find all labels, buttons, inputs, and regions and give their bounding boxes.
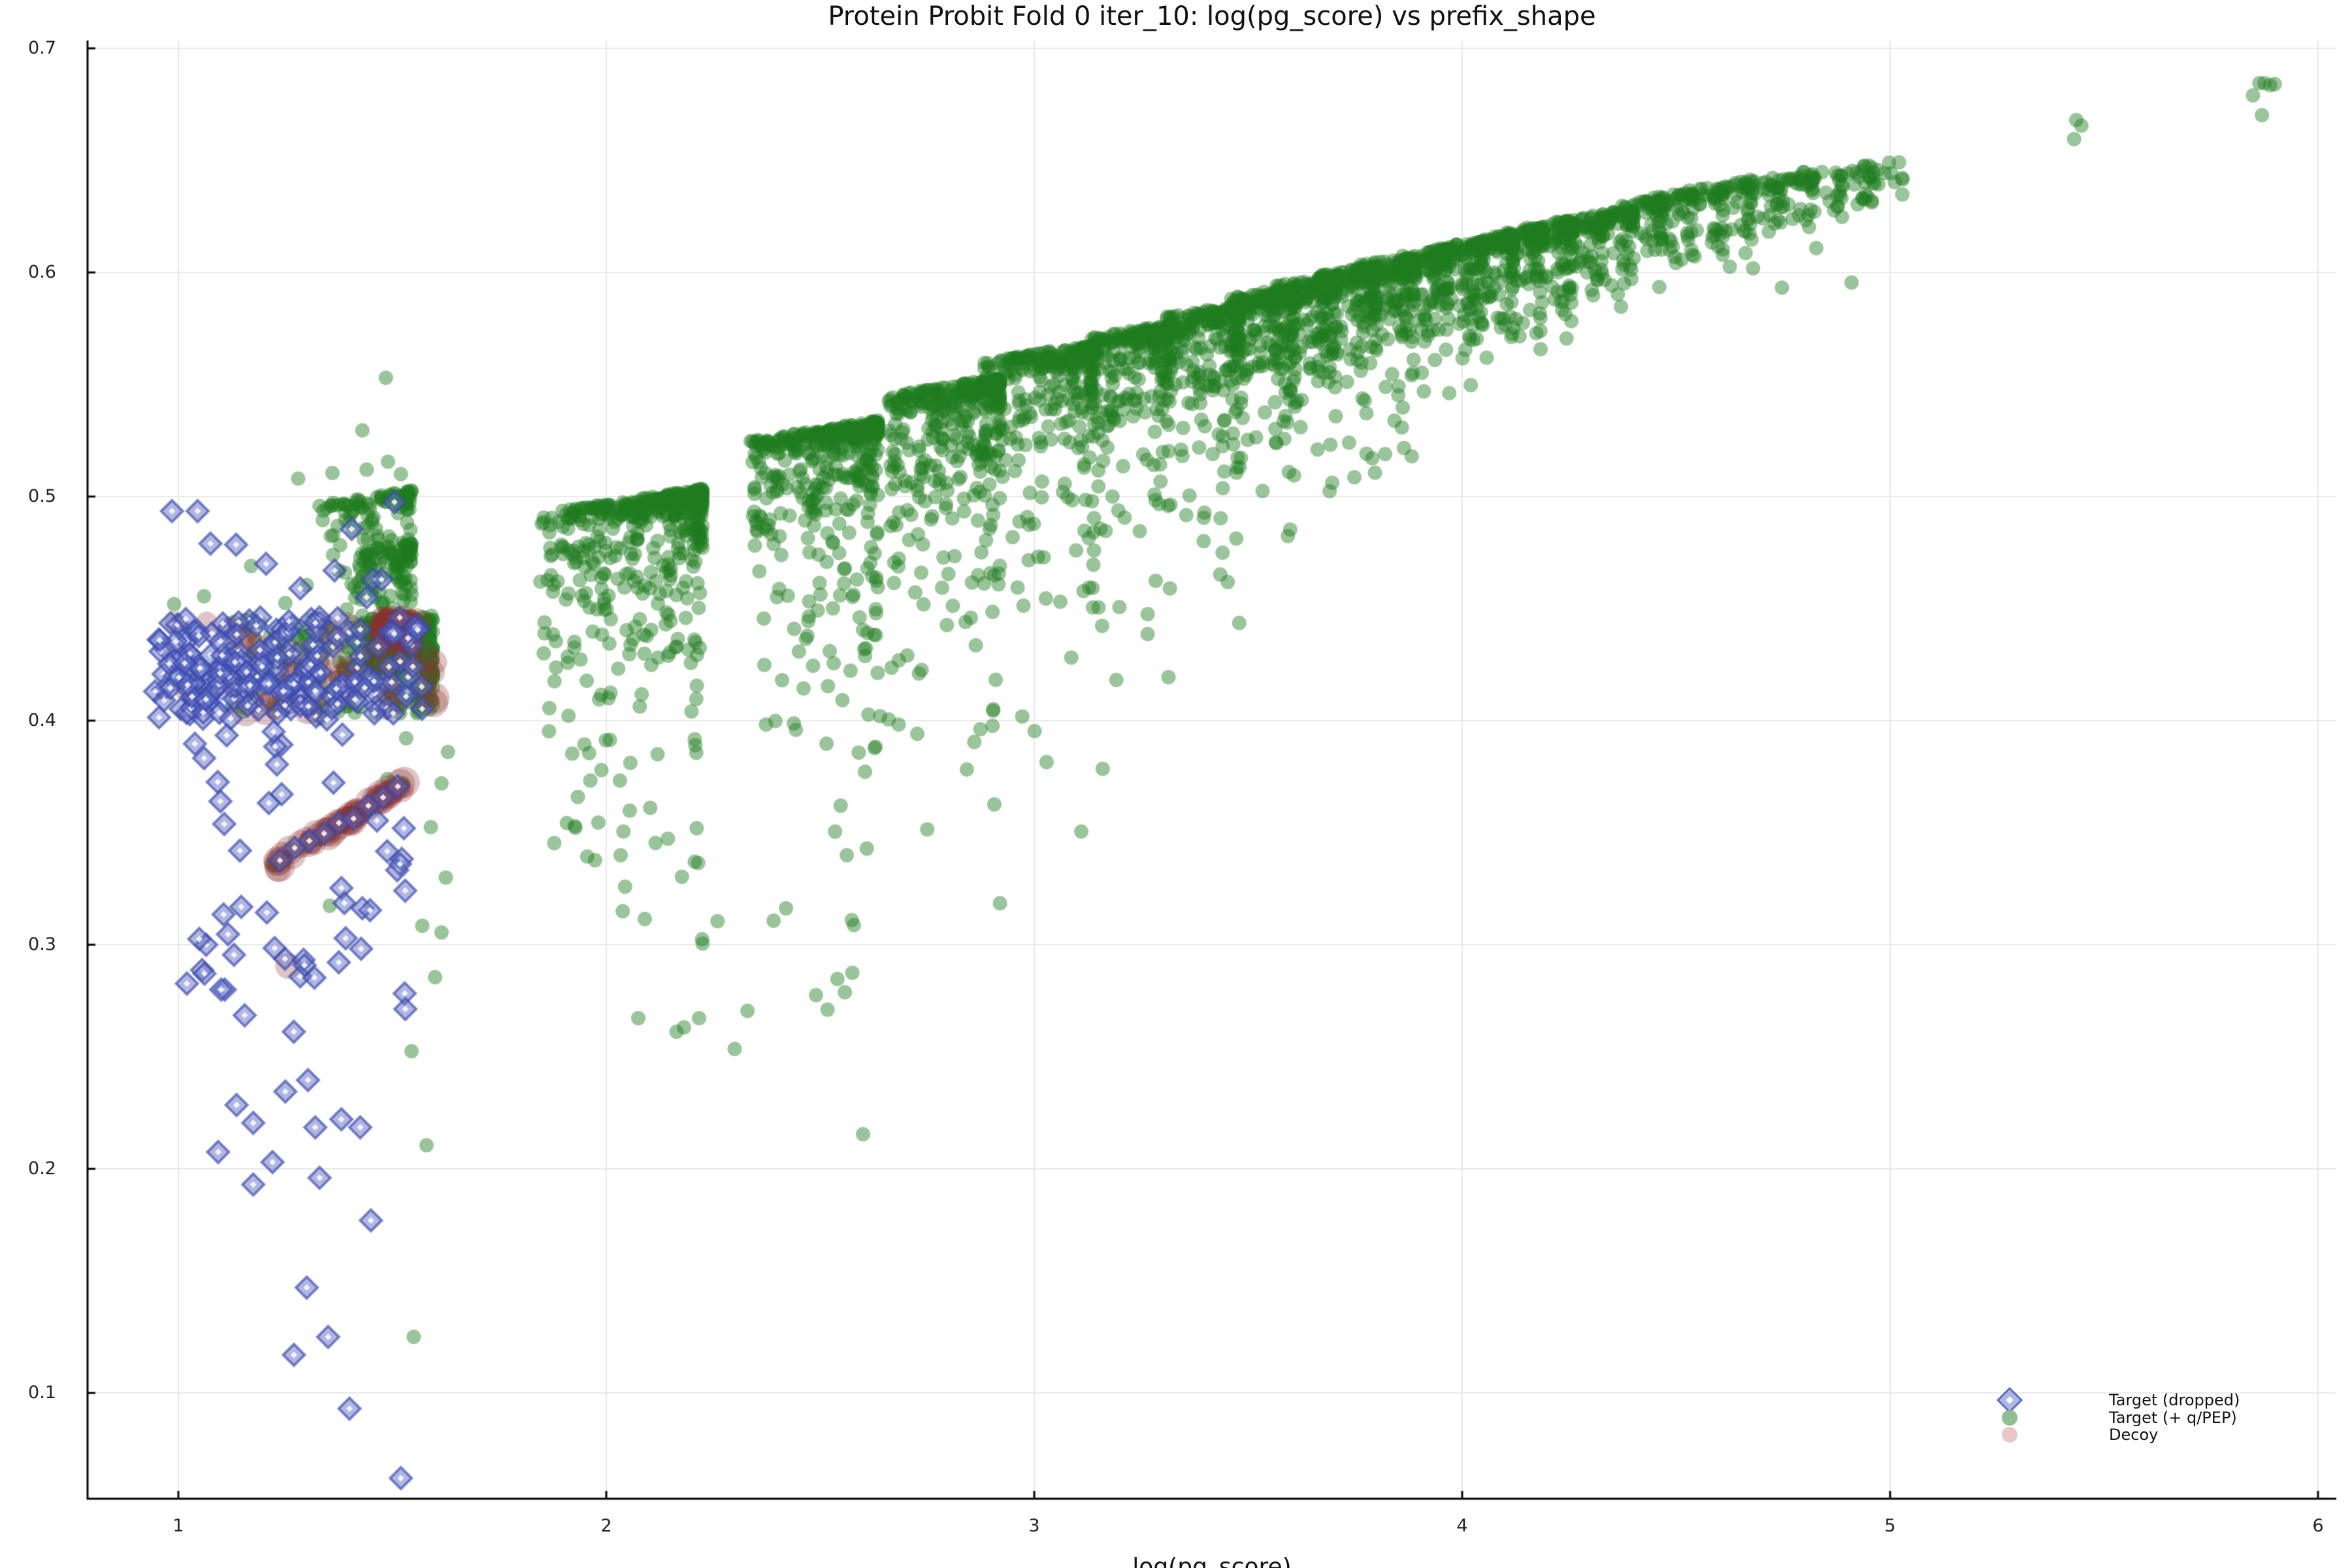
legend-item: Target (+ q/PEP) [1986,1409,2326,1427]
legend-circle-icon [1995,1420,2024,1449]
y-tick-label: 0.2 [28,1158,56,1179]
x-tick-label: 4 [1456,1516,1468,1536]
y-tick-label: 0.3 [28,934,56,955]
x-axis-label: log(pg_score) [1132,1554,1292,1568]
legend-item: Target (dropped) [1986,1386,2326,1414]
legend-item: Decoy [1986,1426,2326,1444]
x-tick-label: 2 [600,1516,612,1536]
legend-item-label: Target (+ q/PEP) [2109,1408,2237,1427]
x-tick-label: 3 [1028,1516,1040,1536]
x-tick-label: 1 [172,1516,184,1536]
legend-item-label: Target (dropped) [2109,1391,2240,1409]
x-tick-label: 6 [2312,1516,2324,1536]
y-tick-label: 0.1 [28,1382,56,1403]
y-tick-label: 0.4 [28,710,56,731]
chart-title: Protein Probit Fold 0 iter_10: log(pg_sc… [828,1,1596,31]
y-tick-label: 0.7 [28,37,56,58]
legend: Target (dropped) Target (+ q/PEP) Decoy [1986,1385,2326,1457]
x-tick-label: 5 [1884,1516,1896,1536]
y-tick-label: 0.5 [28,486,56,506]
legend-item-label: Decoy [2109,1426,2159,1444]
legend-circle-icon [1995,1403,2024,1432]
y-tick-label: 0.6 [28,261,56,282]
